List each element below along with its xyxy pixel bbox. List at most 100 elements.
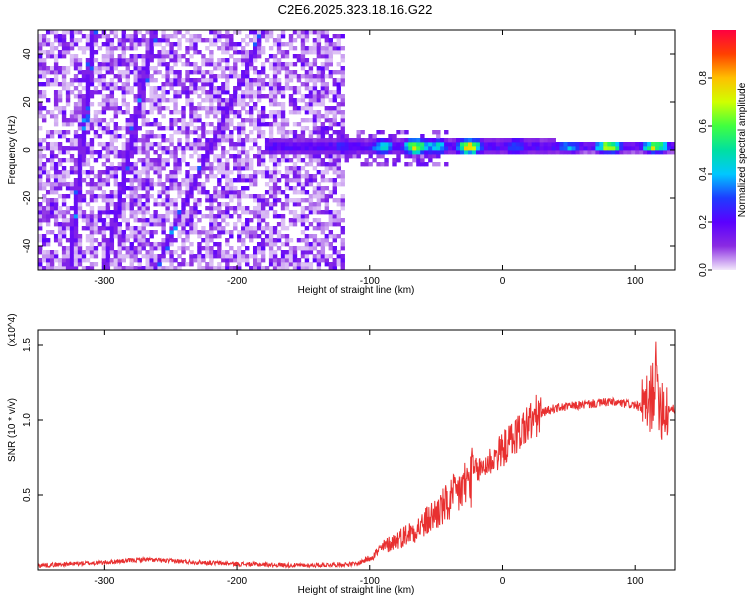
spectrogram-cell	[157, 202, 162, 207]
spectrogram-cell	[77, 122, 83, 127]
spectrogram-cell	[137, 78, 142, 83]
spectrogram-cell	[336, 82, 341, 87]
spectrogram-cell	[237, 110, 242, 115]
spectrogram-cell	[149, 218, 154, 223]
spectrogram-cell	[304, 150, 310, 155]
spectrogram-cell	[603, 146, 608, 151]
spectrogram-cell	[320, 230, 326, 235]
spectrogram-cell	[249, 146, 254, 151]
spectrogram-cell	[400, 146, 405, 151]
spectrogram-cell	[499, 138, 505, 143]
spectrogram-cell	[145, 42, 150, 47]
spectrogram-cell	[38, 170, 43, 175]
spectrogram-cell	[73, 102, 79, 107]
spectrogram-cell	[336, 38, 341, 43]
spectrogram-cell	[93, 38, 99, 43]
spectrogram-cell	[320, 142, 326, 147]
spectrogram-cell	[133, 198, 138, 203]
spectrogram-cell	[85, 66, 91, 71]
spectrogram-cell	[205, 94, 210, 99]
spectrogram-cell	[45, 70, 51, 75]
spectrogram-cell	[543, 142, 548, 147]
spectrogram-cell	[189, 122, 194, 127]
spectrogram-cell	[69, 186, 75, 191]
spectrogram-cell	[316, 66, 322, 71]
spectrogram-cell	[213, 126, 218, 131]
spectrogram-cell	[328, 74, 334, 79]
spectrogram-cell	[264, 214, 270, 219]
spectrogram-cell	[308, 78, 314, 83]
spectrogram-cell	[252, 226, 258, 231]
spectrogram-cell	[300, 126, 306, 131]
spectrogram-cell	[109, 150, 115, 155]
spectrogram-cell	[241, 118, 246, 123]
spectrogram-cell	[237, 158, 242, 163]
spectrogram-cell	[300, 266, 306, 271]
spectrogram-cell	[169, 174, 174, 179]
spectrogram-cell	[256, 206, 262, 211]
spectrogram-cell	[272, 150, 278, 155]
spectrogram-cell	[169, 226, 174, 231]
spectrogram-cell	[256, 130, 262, 135]
spectrogram-cell	[237, 114, 242, 119]
spectrogram-cell	[233, 194, 238, 199]
spectrogram-cell	[45, 110, 51, 115]
spectrogram-cell	[169, 234, 174, 239]
spectrogram-cell	[73, 42, 79, 47]
spectrogram-cell	[38, 182, 43, 187]
spectrogram-cell	[57, 54, 63, 59]
spectrogram-cell	[412, 146, 417, 151]
spectrogram-cell	[173, 50, 178, 55]
spectrogram-cell	[49, 186, 55, 191]
spectrogram-cell	[85, 202, 91, 207]
spectrogram-cell	[292, 138, 298, 143]
spectrogram-cell	[38, 46, 43, 51]
spectrogram-cell	[77, 250, 83, 255]
spectrogram-cell	[53, 218, 59, 223]
spectrogram-cell	[316, 74, 322, 79]
spectrogram-cell	[233, 226, 238, 231]
spectrogram-cell	[201, 170, 206, 175]
spectrogram-cell	[61, 174, 67, 179]
spectrogram-cell	[256, 74, 262, 79]
spectrogram-cell	[268, 110, 274, 115]
spectrogram-cell	[109, 138, 115, 143]
spectrogram-cell	[324, 150, 330, 155]
spectrogram-cell	[93, 150, 99, 155]
spectrogram-cell	[376, 162, 381, 167]
spectrogram-cell	[245, 178, 250, 183]
spectrogram-cell	[312, 74, 318, 79]
spectrogram-cell	[49, 142, 55, 147]
spectrogram-cell	[201, 74, 206, 79]
colorbar-tick-label: 0.8	[698, 71, 709, 85]
spectrogram-cell	[133, 118, 138, 123]
spectrogram-cell	[77, 110, 83, 115]
spectrogram-cell	[121, 198, 126, 203]
spectrogram-cell	[312, 218, 318, 223]
spectrogram-cell	[205, 154, 210, 159]
spectrogram-cell	[209, 250, 214, 255]
spectrogram-cell	[272, 118, 278, 123]
spectrogram-cell	[344, 150, 349, 155]
spectrogram-cell	[65, 262, 71, 267]
spectrogram-cell	[436, 138, 441, 143]
spectrogram-cell	[109, 86, 115, 91]
spectrogram-cell	[165, 234, 170, 239]
snr-y-ticks: 0.51.01.5	[22, 338, 675, 502]
spectrogram-cell	[229, 234, 234, 239]
spectrogram-cell	[141, 66, 146, 71]
spectrogram-cell	[217, 162, 222, 167]
spectrogram-cell	[328, 134, 334, 139]
spectrogram-cell	[185, 198, 190, 203]
spectrogram-cell	[225, 190, 230, 195]
spectrogram-cell	[300, 62, 306, 67]
spectrogram-cell	[213, 234, 218, 239]
spectrogram-cell	[296, 262, 302, 267]
spectrogram-cell	[197, 142, 202, 147]
spectrogram-cell	[245, 86, 250, 91]
spectrogram-cell	[177, 158, 182, 163]
spectrogram-cell	[260, 226, 266, 231]
spectrogram-cell	[169, 34, 174, 39]
spectrogram-cell	[69, 166, 75, 171]
spectrogram-cell	[129, 194, 134, 199]
